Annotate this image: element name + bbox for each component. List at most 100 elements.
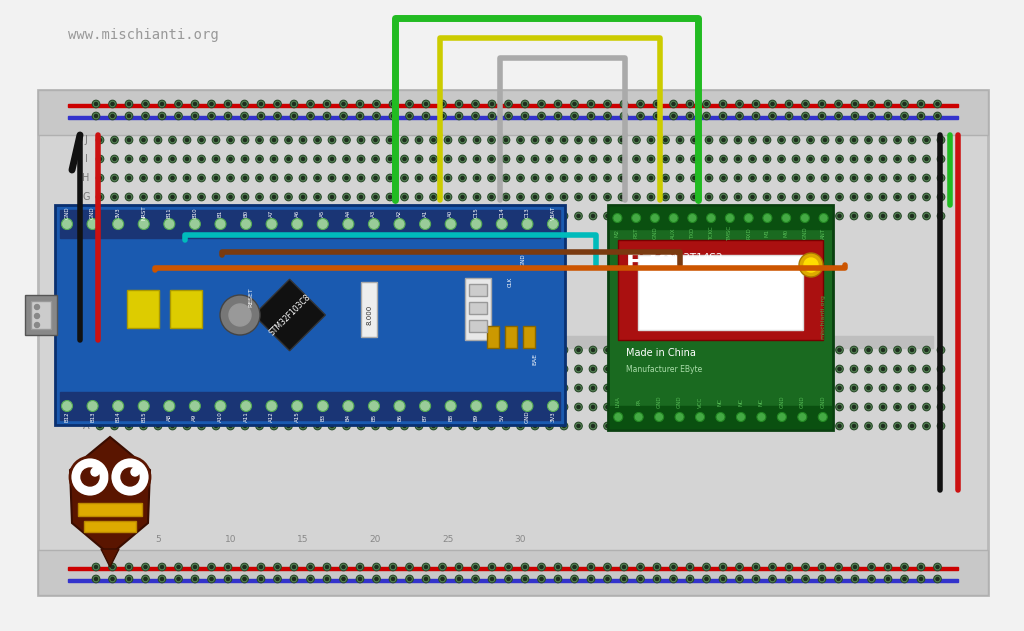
Circle shape xyxy=(691,174,698,182)
Circle shape xyxy=(98,215,101,218)
Circle shape xyxy=(461,138,464,141)
Circle shape xyxy=(809,177,812,180)
Circle shape xyxy=(446,348,450,351)
Circle shape xyxy=(505,100,512,108)
Circle shape xyxy=(161,102,164,105)
Circle shape xyxy=(781,213,791,223)
Circle shape xyxy=(438,575,446,583)
Circle shape xyxy=(706,136,713,144)
Circle shape xyxy=(400,422,409,430)
Circle shape xyxy=(882,405,885,409)
Circle shape xyxy=(505,348,508,351)
Circle shape xyxy=(388,196,391,199)
Circle shape xyxy=(406,100,414,108)
Circle shape xyxy=(372,212,379,220)
Circle shape xyxy=(461,425,464,428)
Circle shape xyxy=(679,425,682,428)
Circle shape xyxy=(157,405,160,409)
Circle shape xyxy=(418,348,421,351)
Circle shape xyxy=(519,215,522,218)
Circle shape xyxy=(372,346,379,354)
Circle shape xyxy=(244,196,247,199)
Circle shape xyxy=(639,577,642,581)
Circle shape xyxy=(852,157,856,161)
Circle shape xyxy=(111,365,119,373)
Circle shape xyxy=(287,177,290,180)
Polygon shape xyxy=(101,549,119,567)
Circle shape xyxy=(937,212,945,220)
Circle shape xyxy=(722,177,725,180)
Circle shape xyxy=(507,565,510,569)
Circle shape xyxy=(400,212,409,220)
Circle shape xyxy=(446,177,450,180)
Circle shape xyxy=(633,193,640,201)
Circle shape xyxy=(809,215,812,218)
Circle shape xyxy=(313,422,322,430)
Circle shape xyxy=(540,102,543,105)
Circle shape xyxy=(836,174,844,182)
Circle shape xyxy=(882,425,885,428)
Circle shape xyxy=(242,384,249,392)
Circle shape xyxy=(185,405,188,409)
Circle shape xyxy=(896,177,899,180)
Circle shape xyxy=(177,102,180,105)
Circle shape xyxy=(445,401,456,411)
Circle shape xyxy=(342,577,345,581)
Text: TXD: TXD xyxy=(690,227,695,239)
Circle shape xyxy=(226,102,229,105)
Circle shape xyxy=(649,425,652,428)
Text: B0: B0 xyxy=(244,209,249,216)
Circle shape xyxy=(266,218,278,230)
Circle shape xyxy=(864,403,872,411)
Circle shape xyxy=(589,155,597,163)
Circle shape xyxy=(473,403,481,411)
Circle shape xyxy=(894,193,901,201)
Circle shape xyxy=(357,365,365,373)
Circle shape xyxy=(229,367,232,370)
Text: M2: M2 xyxy=(614,229,620,237)
Text: GND: GND xyxy=(803,227,807,239)
Circle shape xyxy=(473,136,481,144)
Circle shape xyxy=(864,212,872,220)
Bar xyxy=(25,295,57,335)
Bar xyxy=(505,326,517,348)
Circle shape xyxy=(315,196,319,199)
Circle shape xyxy=(705,102,709,105)
Circle shape xyxy=(175,100,182,108)
Circle shape xyxy=(461,177,464,180)
Circle shape xyxy=(708,215,711,218)
Circle shape xyxy=(867,196,870,199)
Circle shape xyxy=(373,575,380,583)
Circle shape xyxy=(430,212,437,220)
Circle shape xyxy=(818,413,827,422)
Circle shape xyxy=(285,346,292,354)
Circle shape xyxy=(923,136,930,144)
Circle shape xyxy=(852,177,856,180)
Circle shape xyxy=(430,193,437,201)
Circle shape xyxy=(795,196,798,199)
Circle shape xyxy=(910,386,913,389)
Circle shape xyxy=(125,365,133,373)
Circle shape xyxy=(744,213,753,223)
Circle shape xyxy=(649,215,652,218)
Circle shape xyxy=(157,157,160,161)
Circle shape xyxy=(430,136,437,144)
Circle shape xyxy=(910,405,913,409)
Circle shape xyxy=(765,386,769,389)
Circle shape xyxy=(324,112,331,120)
Circle shape xyxy=(343,384,350,392)
Circle shape xyxy=(519,138,522,141)
Circle shape xyxy=(459,155,466,163)
Circle shape xyxy=(259,577,262,581)
Circle shape xyxy=(725,213,734,223)
Circle shape xyxy=(757,413,766,422)
Circle shape xyxy=(418,215,421,218)
Circle shape xyxy=(461,367,464,370)
Circle shape xyxy=(502,155,510,163)
Circle shape xyxy=(534,196,537,199)
Circle shape xyxy=(850,212,858,220)
Text: A1: A1 xyxy=(423,209,428,216)
Circle shape xyxy=(331,196,334,199)
Circle shape xyxy=(939,177,943,180)
Circle shape xyxy=(92,563,99,571)
